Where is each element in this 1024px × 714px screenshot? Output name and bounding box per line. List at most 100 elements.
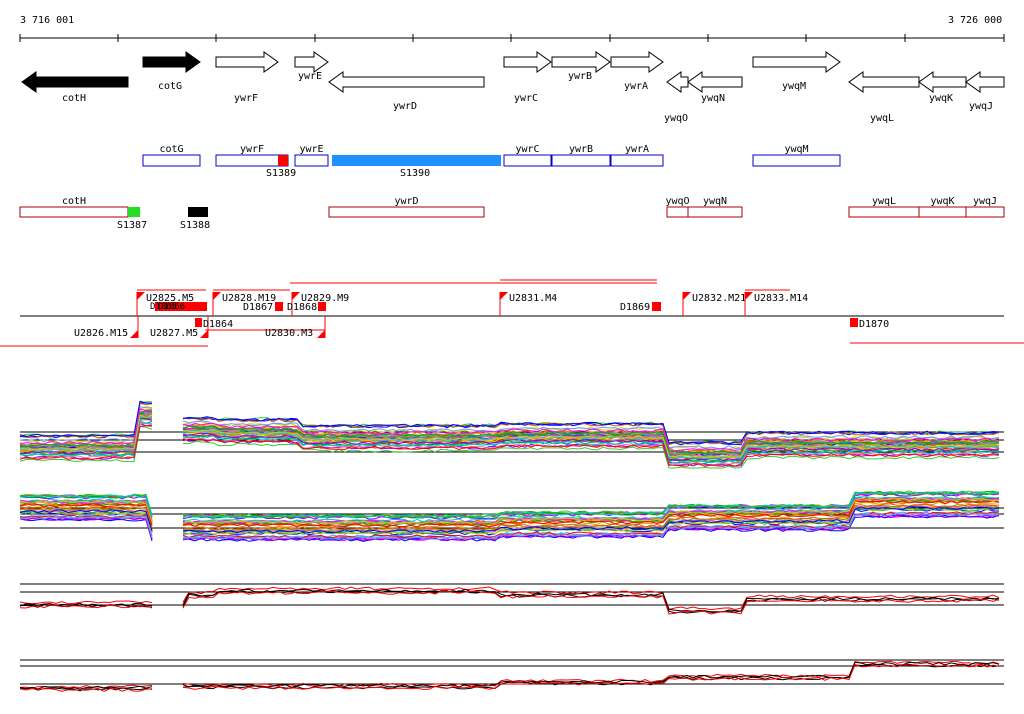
svg-text:ywrE: ywrE [300,144,324,155]
segment-s1388[interactable] [188,207,208,217]
svg-text:ywqL: ywqL [872,196,896,207]
segment-label-s1387: S1387 [117,220,147,231]
downshift-d1868[interactable]: D1868 [287,302,326,313]
gene-ywqm[interactable]: ywqM [752,51,841,92]
downshift-d1867[interactable]: D1867 [243,302,283,313]
svg-text:U2827.M5: U2827.M5 [150,328,198,339]
svg-text:U2829.M9: U2829.M9 [301,293,349,304]
downshift-d1869[interactable]: D1869 [620,302,661,313]
svg-text:U2833.M14: U2833.M14 [754,293,808,304]
gene-ywra[interactable]: ywrA [610,51,664,92]
reverse-gene-coth[interactable]: cotH [19,196,129,218]
downshift-cluster[interactable]: D1865 D1866 [150,302,207,312]
svg-text:ywrF: ywrF [240,144,264,155]
svg-text:D1864: D1864 [203,319,233,330]
end-coordinate: 3 726 000 [948,15,1002,26]
expression-panel-reverse-summary [19,659,1004,692]
svg-text:D1866: D1866 [158,302,185,312]
reverse-gene-ywql[interactable]: ywqL [848,196,920,218]
gene-ywqj[interactable]: ywqJ [965,71,1005,112]
gene-label: ywrF [234,93,258,104]
svg-text:U2832.M21: U2832.M21 [692,293,746,304]
gene-label: ywqK [929,93,953,104]
svg-text:U2831.M4: U2831.M4 [509,293,557,304]
downshift-d1870[interactable]: D1870 [850,318,889,330]
gene-ywqk[interactable]: ywqK [918,71,967,104]
gene-ywqo[interactable]: ywqO [664,71,689,124]
gene-ywrd[interactable]: ywrD [328,71,485,112]
gene-label: ywrA [624,81,648,92]
gene-cotg[interactable]: cotG [142,51,201,92]
reverse-gene-ywrd[interactable]: ywrD [328,196,485,218]
gene-label: ywrC [514,93,538,104]
upshift-u2831-m4[interactable]: U2831.M4 [499,292,557,316]
forward-gene-ywra[interactable]: ywrA [610,144,664,167]
gene-ywqn[interactable]: ywqN [687,71,743,104]
forward-gene-cotg[interactable]: cotG [142,144,201,167]
upshift-u2830-m3[interactable]: U2830.M3 [265,316,326,339]
segment-label-s1389: S1389 [266,168,296,179]
gene-label: cotG [158,81,182,92]
gene-coth[interactable]: cotH [21,71,129,104]
svg-text:D1867: D1867 [243,302,273,313]
reverse-gene-ywqn[interactable]: ywqN [687,196,743,218]
svg-text:ywrD: ywrD [395,196,419,207]
svg-text:ywqJ: ywqJ [973,196,997,207]
reverse-gene-ywqk[interactable]: ywqK [918,196,967,218]
reverse-segment-track: cotH ywrD ywqO ywqN ywqL ywqK ywqJ S1387 S1388 [19,196,1005,231]
svg-text:cotG: cotG [160,144,184,155]
gene-label: ywqM [782,81,806,92]
svg-text:D1868: D1868 [287,302,317,313]
svg-text:ywqM: ywqM [785,144,809,155]
upshift-u2825-m5[interactable]: U2825.M5 [136,292,194,316]
upshift-u2833-m14[interactable]: U2833.M14 [744,292,808,316]
coordinate-ruler: 3 716 001 3 726 000 [19,15,1005,42]
expression-panel-reverse-multi [19,490,1004,542]
upshift-u2832-m21[interactable]: U2832.M21 [682,292,746,316]
forward-gene-ywrf[interactable]: ywrF [215,144,289,167]
svg-text:D1869: D1869 [620,302,650,313]
reverse-gene-ywqo[interactable]: ywqO [666,196,690,218]
forward-gene-ywrb[interactable]: ywrB [551,144,611,167]
gene-label: ywrD [393,101,417,112]
svg-text:D1865: D1865 [150,302,177,312]
upshift-u2826-m15[interactable]: U2826.M15 [74,316,139,339]
svg-text:ywrB: ywrB [569,144,593,155]
gene-label: ywqL [870,113,894,124]
expression-panels [19,400,1004,692]
gene-annotation-track: cotH cotG ywrF ywrE ywrD ywrC ywrB ywrA ywqO ywqN… [21,51,1005,124]
upshift-u2828-m19[interactable]: U2828.M19 [212,292,276,316]
svg-text:ywqK: ywqK [931,196,955,207]
upshift-u2829-m9[interactable]: U2829.M9 [291,292,349,316]
svg-text:cotH: cotH [62,196,86,207]
svg-text:ywrA: ywrA [625,144,649,155]
svg-text:U2828.M19: U2828.M19 [222,293,276,304]
segment-s1389[interactable] [278,155,288,166]
gene-label: cotH [62,93,86,104]
svg-text:U2825.M5: U2825.M5 [146,293,194,304]
reverse-gene-ywqj[interactable]: ywqJ [965,196,1005,218]
svg-text:ywrC: ywrC [516,144,540,155]
forward-gene-ywrc[interactable]: ywrC [503,144,552,167]
gene-label: ywrE [298,71,322,82]
gene-label: ywqN [701,93,725,104]
forward-gene-ywqm[interactable]: ywqM [752,144,841,167]
gene-label: ywqJ [969,101,993,112]
gene-ywrb[interactable]: ywrB [551,51,611,82]
gene-ywrf[interactable]: ywrF [215,51,279,104]
upshift-u2827-m5[interactable]: U2827.M5 [150,316,209,339]
gene-ywrc[interactable]: ywrC [503,51,552,104]
forward-segment-track: cotG ywrF ywrE ywrC ywrB ywrA ywqM S1389 S1390 [142,144,841,179]
forward-gene-ywre[interactable]: ywrE [294,144,329,167]
segment-label-s1388: S1388 [180,220,210,231]
gene-ywre[interactable]: ywrE [294,51,329,82]
gene-ywql[interactable]: ywqL [848,71,920,124]
segment-s1387[interactable] [128,207,140,217]
gene-label: ywrB [568,71,592,82]
svg-text:ywqN: ywqN [703,196,727,207]
segment-s1390[interactable] [332,155,501,166]
start-coordinate: 3 716 001 [20,15,74,26]
downshift-d1864[interactable]: D1864 [195,318,233,330]
shift-track: U2825.M5 U2828.M19 U2829.M9 U2831.M4 U28… [0,279,1024,347]
